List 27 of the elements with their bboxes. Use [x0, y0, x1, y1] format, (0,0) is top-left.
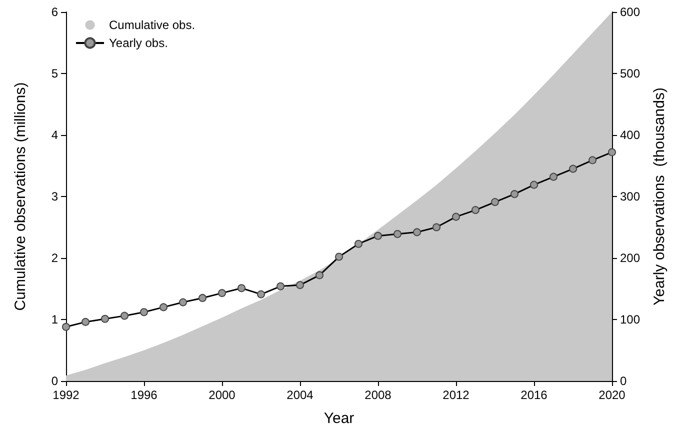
y-tick-label: 3	[51, 190, 58, 204]
y-tick-label: 1	[51, 312, 58, 326]
y2-axis-title: Yearly observations (thousands)	[651, 88, 668, 306]
legend-label: Cumulative obs.	[109, 18, 196, 32]
x-tick-label: 1996	[130, 388, 158, 402]
x-tick-label: 1992	[52, 388, 80, 402]
y2-tick-label: 500	[620, 66, 640, 80]
x-tick-label: 2020	[598, 388, 626, 402]
legend-label: Yearly obs.	[109, 36, 168, 50]
y2-tick-label: 300	[620, 190, 640, 204]
y-axis-title: Cumulative observations (millions)	[12, 82, 29, 311]
y2-tick-label: 200	[620, 251, 640, 265]
y-tick-label: 5	[51, 66, 58, 80]
x-tick-label: 2016	[520, 388, 548, 402]
y2-tick-label: 600	[620, 5, 640, 19]
x-tick-label: 2004	[286, 388, 314, 402]
x-tick-label: 2008	[364, 388, 392, 402]
y2-tick-label: 100	[620, 312, 640, 326]
y2-tick-label: 400	[620, 128, 640, 142]
x-tick-label: 2000	[208, 388, 236, 402]
x-tick-label: 2012	[442, 388, 470, 402]
y-tick-label: 0	[51, 374, 58, 388]
y-tick-label: 2	[51, 251, 58, 265]
y2-tick-label: 0	[620, 374, 627, 388]
x-axis-title: Year	[324, 410, 354, 427]
y-tick-label: 4	[51, 128, 58, 142]
y-tick-label: 6	[51, 5, 58, 19]
